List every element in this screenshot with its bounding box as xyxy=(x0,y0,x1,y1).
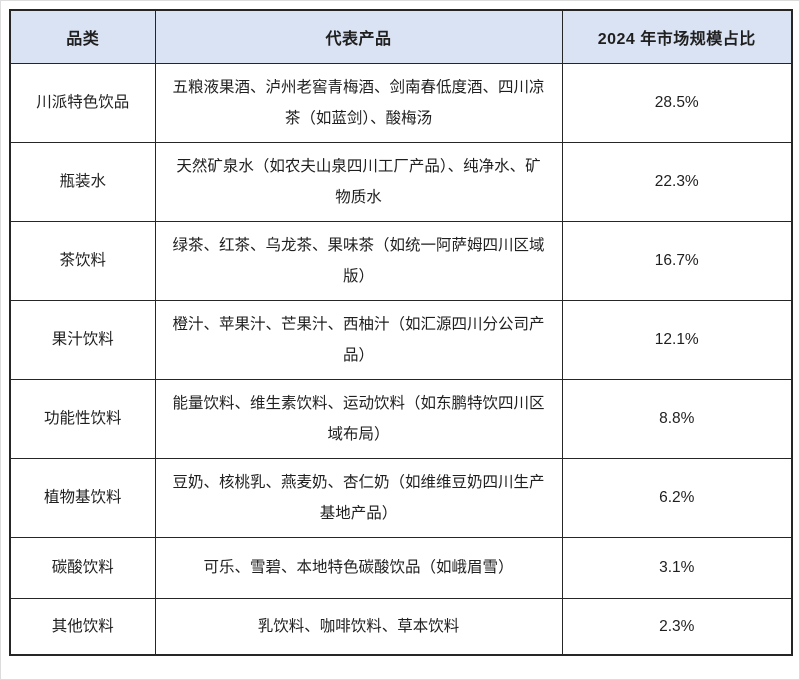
cell-category: 瓶装水 xyxy=(9,141,156,222)
table-row: 川派特色饮品 五粮液果酒、泸州老窖青梅酒、剑南春低度酒、四川凉茶（如蓝剑）、酸梅… xyxy=(9,62,793,143)
cell-category: 其他饮料 xyxy=(9,597,156,656)
cell-products: 天然矿泉水（如农夫山泉四川工厂产品）、纯净水、矿物质水 xyxy=(154,141,563,222)
col-header-products: 代表产品 xyxy=(154,9,563,64)
cell-category: 功能性饮料 xyxy=(9,378,156,459)
cell-share: 28.5% xyxy=(561,62,793,143)
table-row: 功能性饮料 能量饮料、维生素饮料、运动饮料（如东鹏特饮四川区域布局） 8.8% xyxy=(9,378,793,459)
cell-share: 3.1% xyxy=(561,536,793,599)
cell-products: 五粮液果酒、泸州老窖青梅酒、剑南春低度酒、四川凉茶（如蓝剑）、酸梅汤 xyxy=(154,62,563,143)
cell-category: 茶饮料 xyxy=(9,220,156,301)
table-row: 其他饮料 乳饮料、咖啡饮料、草本饮料 2.3% xyxy=(9,597,793,656)
cell-products: 能量饮料、维生素饮料、运动饮料（如东鹏特饮四川区域布局） xyxy=(154,378,563,459)
cell-share: 8.8% xyxy=(561,378,793,459)
cell-products: 乳饮料、咖啡饮料、草本饮料 xyxy=(154,597,563,656)
cell-products: 绿茶、红茶、乌龙茶、果味茶（如统一阿萨姆四川区域版） xyxy=(154,220,563,301)
table-row: 果汁饮料 橙汁、苹果汁、芒果汁、西柚汁（如汇源四川分公司产品） 12.1% xyxy=(9,299,793,380)
cell-products: 豆奶、核桃乳、燕麦奶、杏仁奶（如维维豆奶四川生产基地产品） xyxy=(154,457,563,538)
cell-share: 16.7% xyxy=(561,220,793,301)
col-header-share: 2024 年市场规模占比 xyxy=(561,9,793,64)
cell-products: 可乐、雪碧、本地特色碳酸饮品（如峨眉雪） xyxy=(154,536,563,599)
header-row: 品类 代表产品 2024 年市场规模占比 xyxy=(9,9,793,64)
table-row: 植物基饮料 豆奶、核桃乳、燕麦奶、杏仁奶（如维维豆奶四川生产基地产品） 6.2% xyxy=(9,457,793,538)
cell-share: 12.1% xyxy=(561,299,793,380)
beverage-market-table: 品类 代表产品 2024 年市场规模占比 川派特色饮品 五粮液果酒、泸州老窖青梅… xyxy=(9,9,793,656)
cell-category: 碳酸饮料 xyxy=(9,536,156,599)
cell-category: 植物基饮料 xyxy=(9,457,156,538)
table-row: 瓶装水 天然矿泉水（如农夫山泉四川工厂产品）、纯净水、矿物质水 22.3% xyxy=(9,141,793,222)
cell-share: 2.3% xyxy=(561,597,793,656)
cell-category: 川派特色饮品 xyxy=(9,62,156,143)
table-row: 茶饮料 绿茶、红茶、乌龙茶、果味茶（如统一阿萨姆四川区域版） 16.7% xyxy=(9,220,793,301)
cell-category: 果汁饮料 xyxy=(9,299,156,380)
cell-share: 22.3% xyxy=(561,141,793,222)
col-header-category: 品类 xyxy=(9,9,156,64)
cell-share: 6.2% xyxy=(561,457,793,538)
table-row: 碳酸饮料 可乐、雪碧、本地特色碳酸饮品（如峨眉雪） 3.1% xyxy=(9,536,793,599)
cell-products: 橙汁、苹果汁、芒果汁、西柚汁（如汇源四川分公司产品） xyxy=(154,299,563,380)
